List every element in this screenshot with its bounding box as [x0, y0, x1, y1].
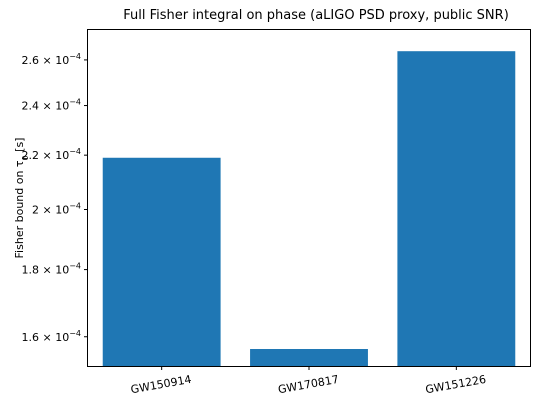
bars-layer [102, 51, 516, 366]
bar-gw170817 [250, 349, 368, 366]
bar-gw150914 [102, 157, 221, 366]
y-tick-label: 2.6 × 10−4 [22, 52, 82, 67]
bar-gw151226 [397, 51, 516, 366]
y-tick-label: 2 × 10−4 [32, 202, 81, 217]
plot-area-frame [87, 29, 531, 367]
y-axis-ticks: 1.6 × 10−4 1.8 × 10−4 2 × 10−4 2.2 × 10−4 2.… [22, 52, 88, 344]
y-tick-label: 2.4 × 10−4 [22, 98, 82, 113]
y-tick-label: 2.2 × 10−4 [22, 147, 82, 162]
y-tick-label: 1.8 × 10−4 [22, 262, 82, 277]
y-axis-label: Fisher bound on τ0 [s] [13, 138, 30, 259]
y-tick-label: 1.6 × 10−4 [22, 329, 82, 344]
chart-title: Full Fisher integral on phase (aLIGO PSD… [123, 8, 509, 23]
